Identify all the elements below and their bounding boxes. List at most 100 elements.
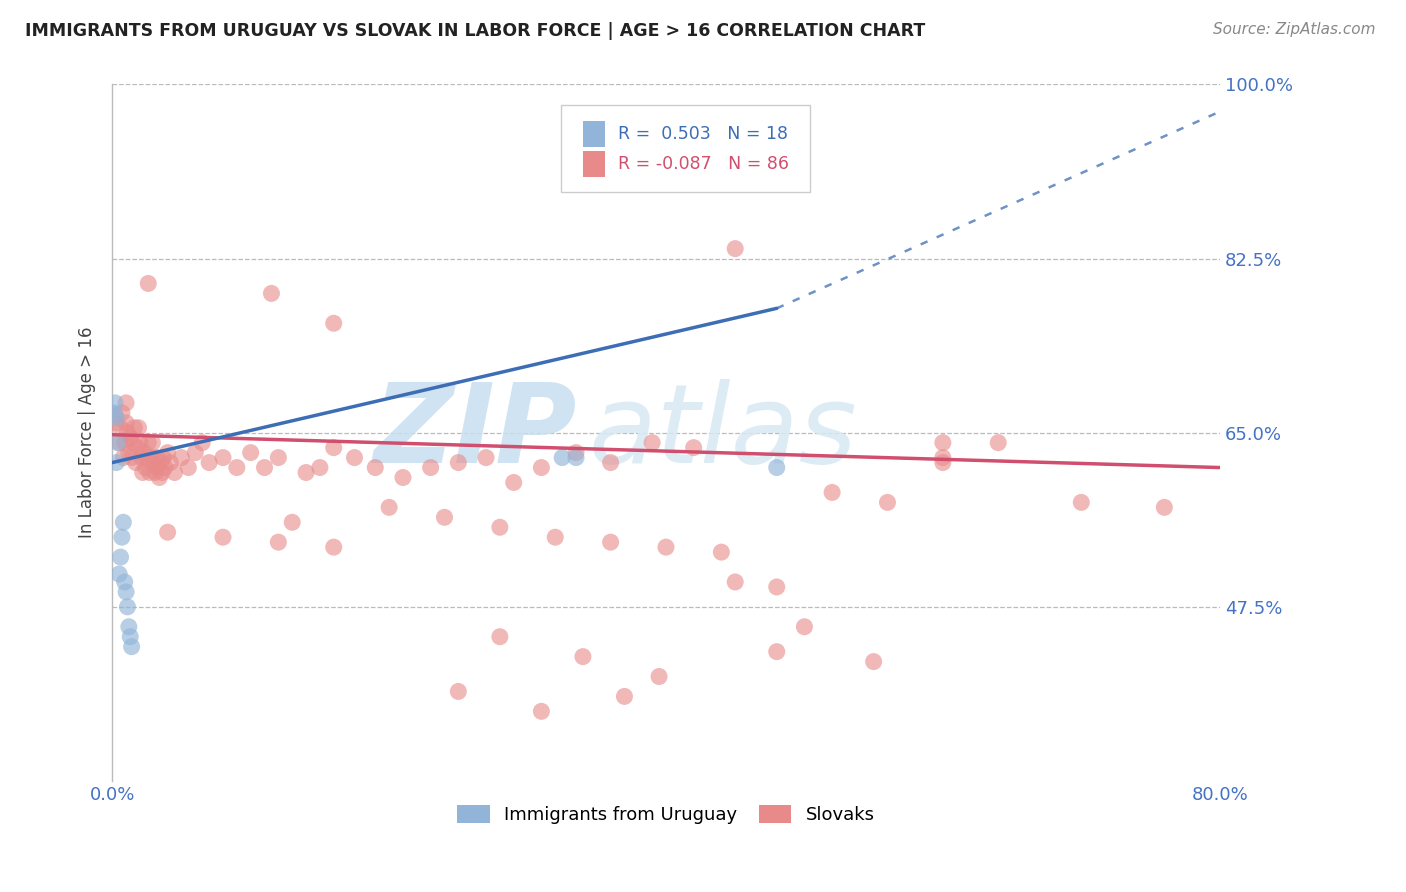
Point [156,525,179,540]
Point [295,466,318,480]
FancyBboxPatch shape [561,105,810,193]
Point [139,450,162,465]
Point [135,450,157,465]
Point [145,450,167,465]
Point [932,456,955,470]
Point [117,599,139,614]
Point [309,460,332,475]
Point [131,466,153,480]
Point [111,530,134,544]
Point [253,460,276,475]
Point [138,466,160,480]
Point [111,406,134,420]
Point [105,416,128,430]
Point [105,410,128,425]
Point [110,550,132,565]
Point [177,460,200,475]
Point [120,431,142,445]
Text: Source: ZipAtlas.com: Source: ZipAtlas.com [1212,22,1375,37]
Point [104,396,127,410]
Point [862,655,884,669]
Point [932,450,955,465]
Point [502,475,524,490]
Point [134,460,156,475]
Point [152,450,174,465]
Point [322,316,344,330]
Point [710,545,733,559]
Point [118,620,141,634]
Point [876,495,898,509]
Point [765,460,787,475]
Point [267,450,290,465]
Point [153,460,176,475]
Point [121,450,143,465]
Point [142,456,165,470]
Point [987,435,1010,450]
Point [125,456,148,470]
Point [141,435,163,450]
Point [104,408,127,422]
Point [163,466,186,480]
Point [103,406,125,420]
Point [267,535,290,549]
Point [118,445,141,459]
Point [544,530,567,544]
Point [1070,495,1092,509]
Point [170,450,193,465]
Point [156,445,179,459]
Point [322,540,344,554]
Point [146,460,169,475]
Point [1153,500,1175,515]
Text: atlas: atlas [589,379,858,486]
Point [136,435,159,450]
Point [765,580,787,594]
Point [212,450,235,465]
Point [108,435,131,450]
FancyBboxPatch shape [583,120,605,147]
Point [655,540,678,554]
Point [191,435,214,450]
Point [184,445,207,459]
Point [122,435,145,450]
Point [572,649,595,664]
Point [447,456,470,470]
Point [724,574,747,589]
Point [114,435,136,450]
Point [475,450,498,465]
Point [599,535,621,549]
Point [225,460,247,475]
Point [641,435,664,450]
Point [159,456,181,470]
Point [793,620,815,634]
Point [322,441,344,455]
Point [108,567,131,582]
Text: ZIP: ZIP [374,379,578,486]
Legend: Immigrants from Uruguay, Slovaks: Immigrants from Uruguay, Slovaks [457,805,875,824]
Point [117,425,139,440]
Point [115,416,138,430]
Point [131,450,153,465]
Point [143,466,166,480]
Point [114,574,136,589]
Y-axis label: In Labor Force | Age > 16: In Labor Force | Age > 16 [79,327,96,539]
Point [648,669,671,683]
Point [129,435,152,450]
Point [551,450,574,465]
Point [112,450,135,465]
Point [136,277,159,291]
Point [128,421,150,435]
Point [530,460,553,475]
Point [682,441,704,455]
Point [212,530,235,544]
Point [260,286,283,301]
Point [932,435,955,450]
Point [281,516,304,530]
Point [378,500,401,515]
Point [132,445,155,459]
Point [120,630,142,644]
Point [489,520,512,534]
Point [447,684,470,698]
Point [105,456,128,470]
Point [150,466,173,480]
Point [364,460,387,475]
